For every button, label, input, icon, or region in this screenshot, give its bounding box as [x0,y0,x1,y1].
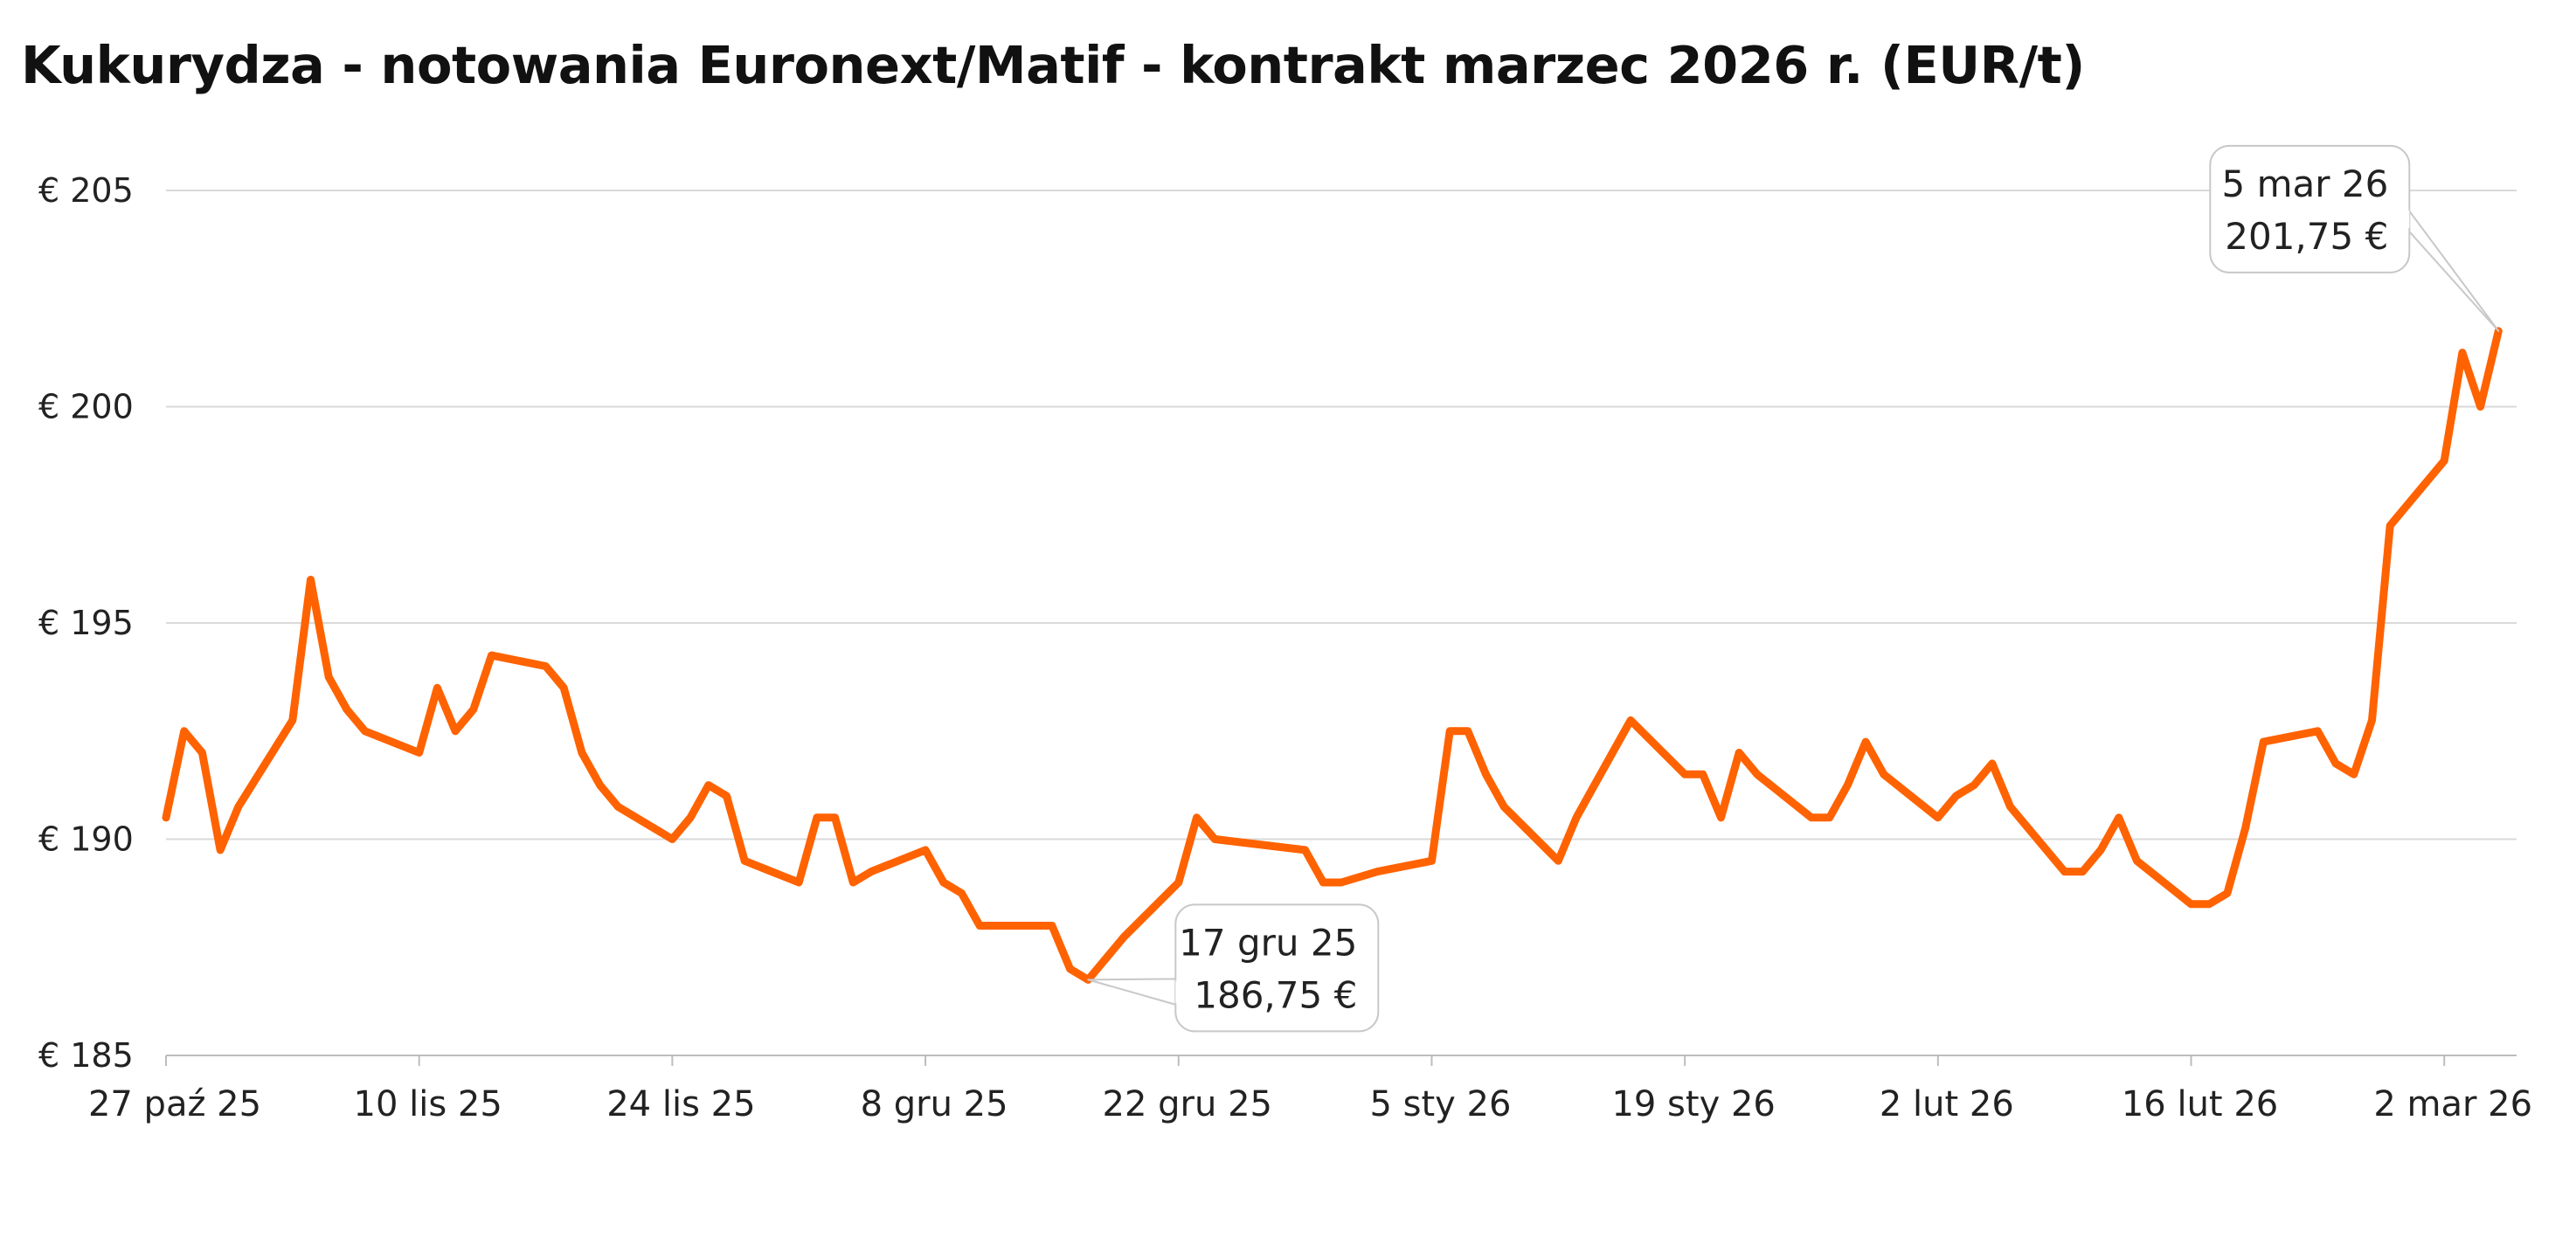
annotation-callout: 17 gru 25 186,75 € [1087,903,1380,1033]
data-point [1702,774,1703,775]
data-point [455,730,456,731]
data-point [2118,817,2119,818]
gridlines [166,190,2517,840]
data-point [1811,817,1812,818]
data-point [2082,871,2083,872]
callouts: 17 gru 25 186,75 € 5 mar 26 201,75 € [1087,144,2500,1033]
data-point [2480,406,2481,407]
callout-pointer [1087,978,1179,1007]
data-point [220,849,221,850]
data-point [202,752,203,753]
data-point [2390,525,2391,526]
data-point [853,882,854,883]
data-point [690,817,691,818]
data-point [310,579,311,580]
data-point [2245,828,2246,829]
data-point [364,730,365,731]
y-tick-label: € 200 [38,388,134,426]
y-axis-labels: € 205 € 200 € 195 € 190 € 185 [38,171,134,1075]
data-point [292,720,293,721]
data-point [2101,849,2102,850]
x-tick-label: 22 gru 25 [1103,1084,1272,1124]
data-point [346,709,347,710]
data-point [1685,774,1686,775]
chart-title: Kukurydza - notowania Euronext/Matif - k… [21,35,2085,95]
data-point [166,817,167,818]
data-point [491,655,492,656]
x-tick-label: 27 paź 25 [88,1084,261,1124]
series-line-layer [162,327,2503,984]
data-point [2317,730,2318,731]
data-point [1991,763,1992,764]
data-point [1937,817,1938,818]
data-point [1178,882,1179,883]
y-tick-label: € 185 [38,1036,134,1075]
data-point [1450,730,1451,731]
data-point [997,925,998,926]
x-axis [165,1055,2517,1066]
data-point [581,752,582,753]
x-tick-label: 19 sty 26 [1611,1084,1775,1124]
data-point [1829,817,1830,818]
series-line [162,327,2503,984]
annotation-callout: 5 mar 26 201,75 € [2209,144,2500,332]
data-point [672,839,673,840]
x-tick-label: 8 gru 25 [861,1084,1008,1124]
data-point [1124,936,1125,937]
x-tick-label: 2 mar 26 [2373,1084,2532,1124]
data-point [2353,774,2354,775]
callout-box [2209,144,2411,273]
data-point [1504,806,1505,807]
x-tick-label: 24 lis 25 [606,1084,755,1124]
callout-date: 17 gru 25 [1179,921,1357,964]
data-point [2336,763,2337,764]
data-point [618,806,619,807]
data-point [816,817,817,818]
data-point [1612,752,1613,753]
data-point [1323,882,1324,883]
data-point [2064,871,2065,872]
data-point [2444,460,2445,461]
callout-date: 5 mar 26 [2222,163,2389,205]
y-tick-label: € 195 [38,604,134,642]
data-point [473,709,474,710]
y-tick-label: € 205 [38,171,134,210]
data-point [1883,774,1884,775]
x-tick-label: 16 lut 26 [2122,1084,2278,1124]
callout-value: 201,75 € [2225,215,2388,258]
callout-box [1174,903,1380,1033]
data-point [1756,774,1757,775]
x-tick-label: 2 lut 26 [1880,1084,2014,1124]
data-point [1051,925,1052,926]
data-point [961,893,962,894]
data-point [545,666,546,667]
callout-value: 186,75 € [1194,973,1357,1016]
callout-pointer [2406,207,2500,332]
data-point [2226,893,2227,894]
data-point [834,817,835,818]
y-tick-label: € 190 [38,820,134,859]
data-point [799,882,800,883]
data-point [1196,817,1197,818]
x-axis-labels: 27 paź 25 10 lis 25 24 lis 25 8 gru 25 22 gr… [88,1084,2532,1124]
data-point [2010,806,2011,807]
x-tick-label: 5 sty 26 [1369,1084,1511,1124]
data-point [2191,903,2192,904]
data-point [871,871,872,872]
data-point [1576,817,1577,818]
data-point [1467,730,1468,731]
x-tick-label: 10 lis 25 [354,1084,502,1124]
data-point [1341,882,1342,883]
data-point [925,849,926,850]
data-point [2209,903,2210,904]
data-point [2263,742,2264,743]
data-point [1485,774,1486,775]
data-point [726,796,727,797]
data-point [1377,871,1378,872]
data-point [1739,752,1740,753]
data-point [943,882,944,883]
data-point [238,806,239,807]
